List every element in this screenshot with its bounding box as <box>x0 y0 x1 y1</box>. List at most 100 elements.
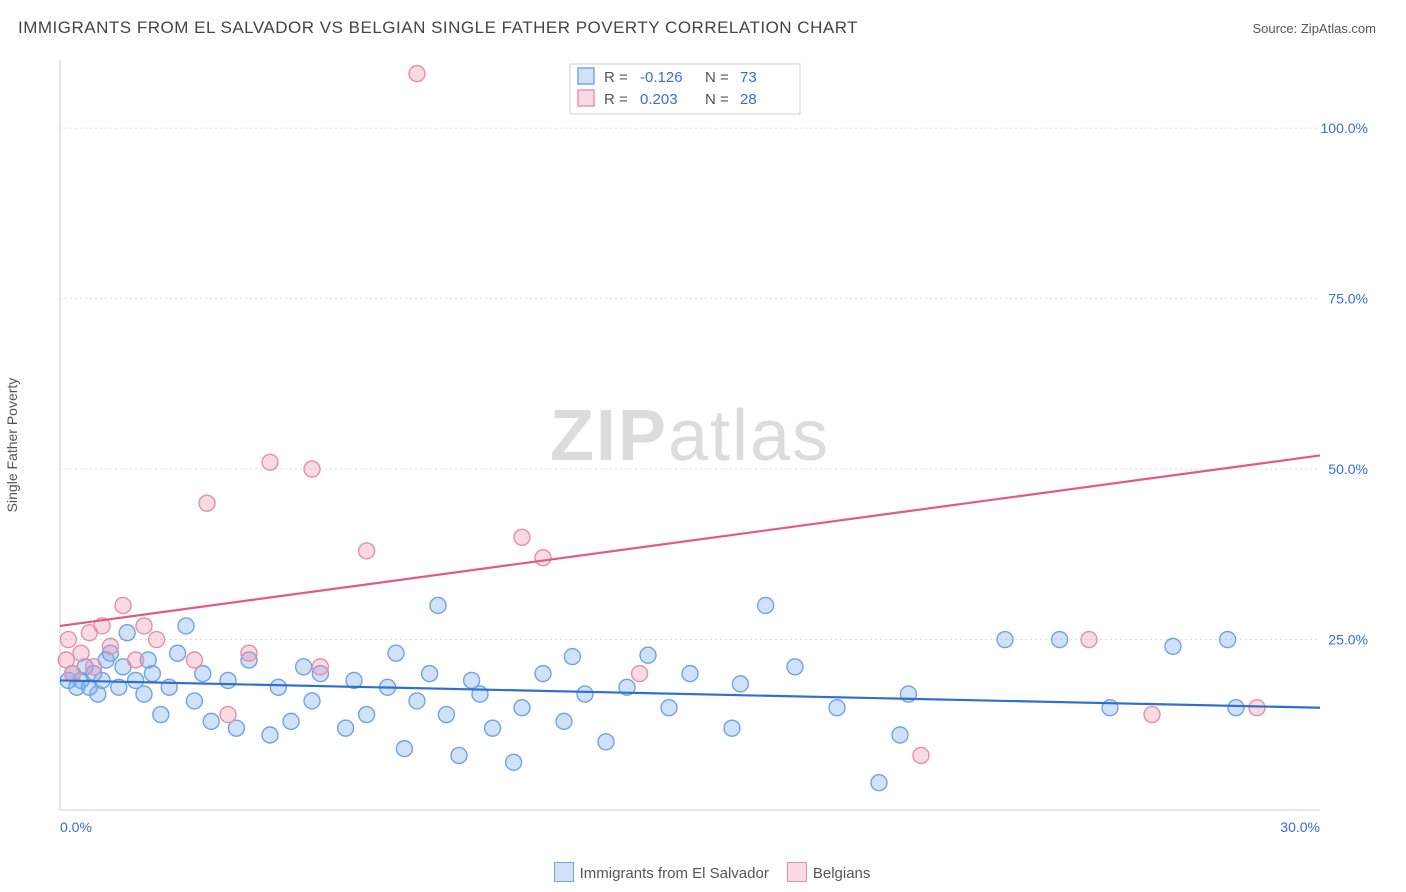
data-point <box>564 649 580 665</box>
legend-r-value: -0.126 <box>640 69 683 86</box>
data-point <box>65 666 81 682</box>
data-point <box>86 659 102 675</box>
data-point <box>170 645 186 661</box>
data-point <box>1144 707 1160 723</box>
legend-label: Belgians <box>813 865 871 882</box>
trend-line <box>60 455 1320 625</box>
chart-area: Single Father Poverty ZIPatlas25.0%50.0%… <box>30 50 1406 840</box>
data-point <box>270 679 286 695</box>
data-point <box>102 638 118 654</box>
data-point <box>304 461 320 477</box>
data-point <box>422 666 438 682</box>
data-point <box>199 495 215 511</box>
data-point <box>506 754 522 770</box>
y-tick-label: 50.0% <box>1328 461 1368 477</box>
legend-swatch <box>578 90 594 106</box>
data-point <box>359 543 375 559</box>
data-point <box>997 632 1013 648</box>
x-tick-label: 0.0% <box>60 819 92 835</box>
data-point <box>128 652 144 668</box>
watermark: ZIPatlas <box>550 396 830 476</box>
data-point <box>283 713 299 729</box>
data-point <box>892 727 908 743</box>
data-point <box>396 741 412 757</box>
data-point <box>149 632 165 648</box>
data-point <box>338 720 354 736</box>
data-point <box>136 618 152 634</box>
data-point <box>829 700 845 716</box>
data-point <box>203 713 219 729</box>
data-point <box>304 693 320 709</box>
y-axis-label: Single Father Poverty <box>4 378 20 513</box>
data-point <box>1081 632 1097 648</box>
legend-n-label: N = <box>705 69 729 86</box>
data-point <box>535 550 551 566</box>
data-point <box>1228 700 1244 716</box>
source-name: ZipAtlas.com <box>1301 21 1376 36</box>
legend-label: Immigrants from El Salvador <box>580 865 769 882</box>
data-point <box>1052 632 1068 648</box>
data-point <box>430 597 446 613</box>
y-tick-label: 75.0% <box>1328 291 1368 307</box>
trend-line <box>60 680 1320 707</box>
legend-swatch <box>578 68 594 84</box>
chart-header: IMMIGRANTS FROM EL SALVADOR VS BELGIAN S… <box>0 0 1406 46</box>
data-point <box>186 693 202 709</box>
legend-bottom: Immigrants from El Salvador Belgians <box>0 862 1406 882</box>
data-point <box>1249 700 1265 716</box>
data-point <box>1220 632 1236 648</box>
legend-n-value: 28 <box>740 91 757 108</box>
y-tick-label: 100.0% <box>1321 120 1368 136</box>
data-point <box>438 707 454 723</box>
data-point <box>409 66 425 82</box>
legend-swatch <box>554 862 574 882</box>
data-point <box>241 645 257 661</box>
legend-swatch <box>787 862 807 882</box>
data-point <box>577 686 593 702</box>
data-point <box>787 659 803 675</box>
legend-n-value: 73 <box>740 69 757 86</box>
data-point <box>682 666 698 682</box>
data-point <box>871 775 887 791</box>
data-point <box>535 666 551 682</box>
data-point <box>388 645 404 661</box>
y-tick-label: 25.0% <box>1328 632 1368 648</box>
data-point <box>153 707 169 723</box>
data-point <box>556 713 572 729</box>
source-prefix: Source: <box>1252 21 1300 36</box>
data-point <box>732 676 748 692</box>
legend-r-label: R = <box>604 91 628 108</box>
data-point <box>186 652 202 668</box>
data-point <box>119 625 135 641</box>
data-point <box>220 672 236 688</box>
data-point <box>262 454 278 470</box>
data-point <box>632 666 648 682</box>
data-point <box>220 707 236 723</box>
scatter-plot: ZIPatlas 25.0% 50.0% 75.0% 100.0% 0.0% 30.0% R … <box>30 50 1370 840</box>
data-point <box>661 700 677 716</box>
legend-r-value: 0.203 <box>640 91 678 108</box>
x-tick-label: 30.0% <box>1280 819 1320 835</box>
data-point <box>514 700 530 716</box>
data-point <box>136 686 152 702</box>
data-point <box>359 707 375 723</box>
chart-source: Source: ZipAtlas.com <box>1252 21 1376 36</box>
data-point <box>451 747 467 763</box>
data-point <box>913 747 929 763</box>
data-point <box>485 720 501 736</box>
legend-n-label: N = <box>705 91 729 108</box>
data-point <box>115 597 131 613</box>
data-point <box>73 645 89 661</box>
data-point <box>312 659 328 675</box>
data-point <box>144 666 160 682</box>
data-point <box>60 632 76 648</box>
data-point <box>1165 638 1181 654</box>
legend-r-label: R = <box>604 69 628 86</box>
data-point <box>296 659 312 675</box>
data-point <box>514 529 530 545</box>
data-point <box>178 618 194 634</box>
chart-title: IMMIGRANTS FROM EL SALVADOR VS BELGIAN S… <box>18 18 858 38</box>
data-point <box>262 727 278 743</box>
data-point <box>409 693 425 709</box>
data-point <box>724 720 740 736</box>
